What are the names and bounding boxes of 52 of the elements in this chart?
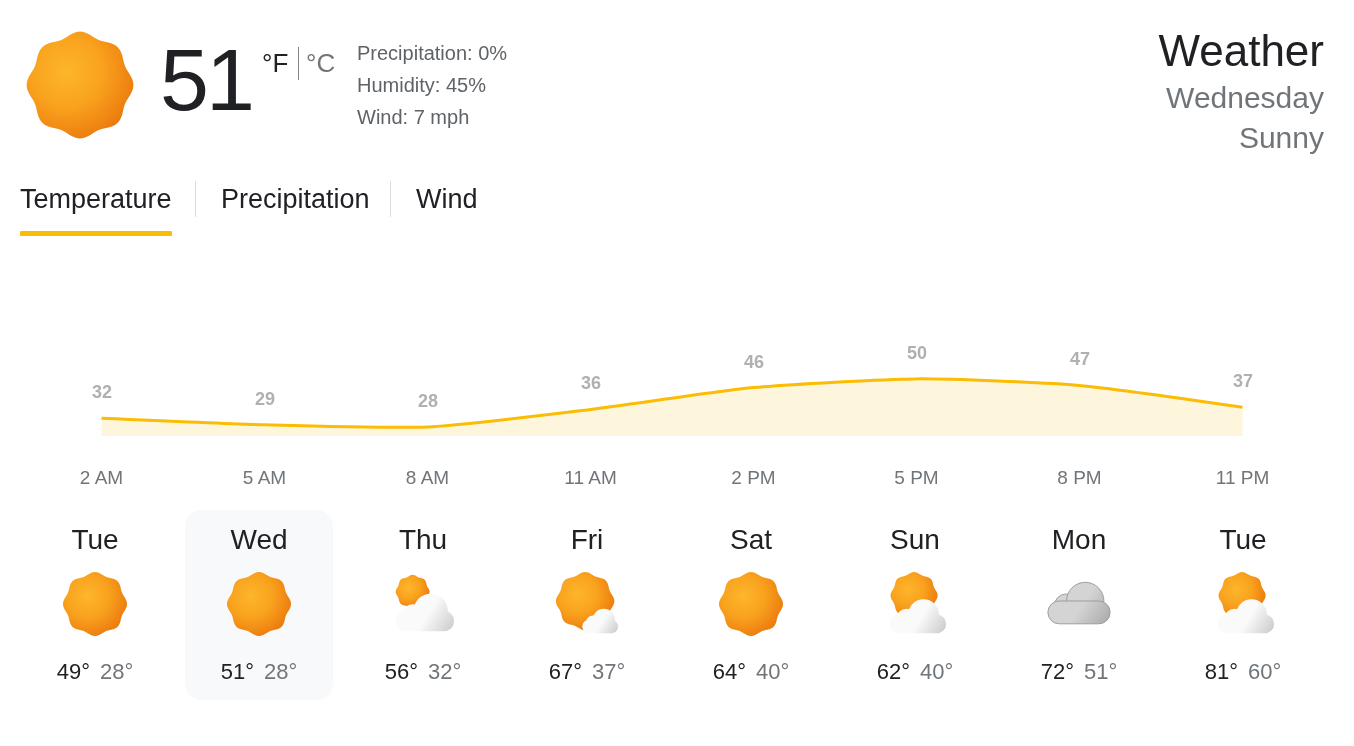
text: 32° [428,659,462,684]
text: Wednesday [1166,81,1324,114]
text: Weather [1158,26,1324,75]
category-label: Tue [70,524,120,555]
x-tick-label: 2 AM [79,467,124,488]
data-label: 36 [581,373,602,393]
text: °C [306,48,336,78]
text: Precipitation [221,184,370,214]
category-label: Fri [569,524,605,555]
text: 64° [712,659,746,684]
text: 72° [1040,659,1074,684]
text: 28° [264,659,298,684]
text: 49° [56,659,90,684]
category-label: Mon [1050,524,1108,555]
category-label: Wed [229,524,289,555]
text: 81° [1204,659,1238,684]
data-label: 29 [255,389,276,409]
text: Precipitation: 0% [357,42,508,64]
data-label: 50 [907,343,928,363]
chart-title: Temperature [20,184,172,215]
text: 60° [1248,659,1282,684]
text: °F [262,48,289,78]
x-tick-label: 8 AM [405,467,450,488]
text: Wind: 7 mph [357,106,470,128]
text: 62° [876,659,910,684]
text: 40° [920,659,954,684]
text: 51° [1084,659,1118,684]
category-label: Tue [1218,524,1268,555]
text: 51° [220,659,254,684]
text: Humidity: 45% [357,74,486,96]
data-label: 46 [744,352,765,372]
text: 56° [384,659,418,684]
category-label: Sat [729,524,773,555]
text: Wind [416,184,478,214]
data-label: 47 [1070,349,1091,369]
x-tick-label: 8 PM [1057,467,1102,488]
data-label: 28 [418,391,439,411]
category-label: Thu [397,524,449,555]
text: 51 [160,30,252,129]
text: 40° [756,659,790,684]
text: Sunny [1238,121,1324,154]
category-label: Sun [889,524,941,555]
x-tick-label: 5 PM [894,467,939,488]
text: 37° [592,659,626,684]
x-tick-label: 11 PM [1215,467,1270,488]
data-label: 37 [1233,371,1254,391]
x-tick-label: 11 AM [564,467,617,488]
x-tick-label: 5 AM [242,467,287,488]
text: 28° [100,659,134,684]
x-tick-label: 2 PM [731,467,776,488]
text: 67° [548,659,582,684]
data-label: 32 [92,382,113,402]
